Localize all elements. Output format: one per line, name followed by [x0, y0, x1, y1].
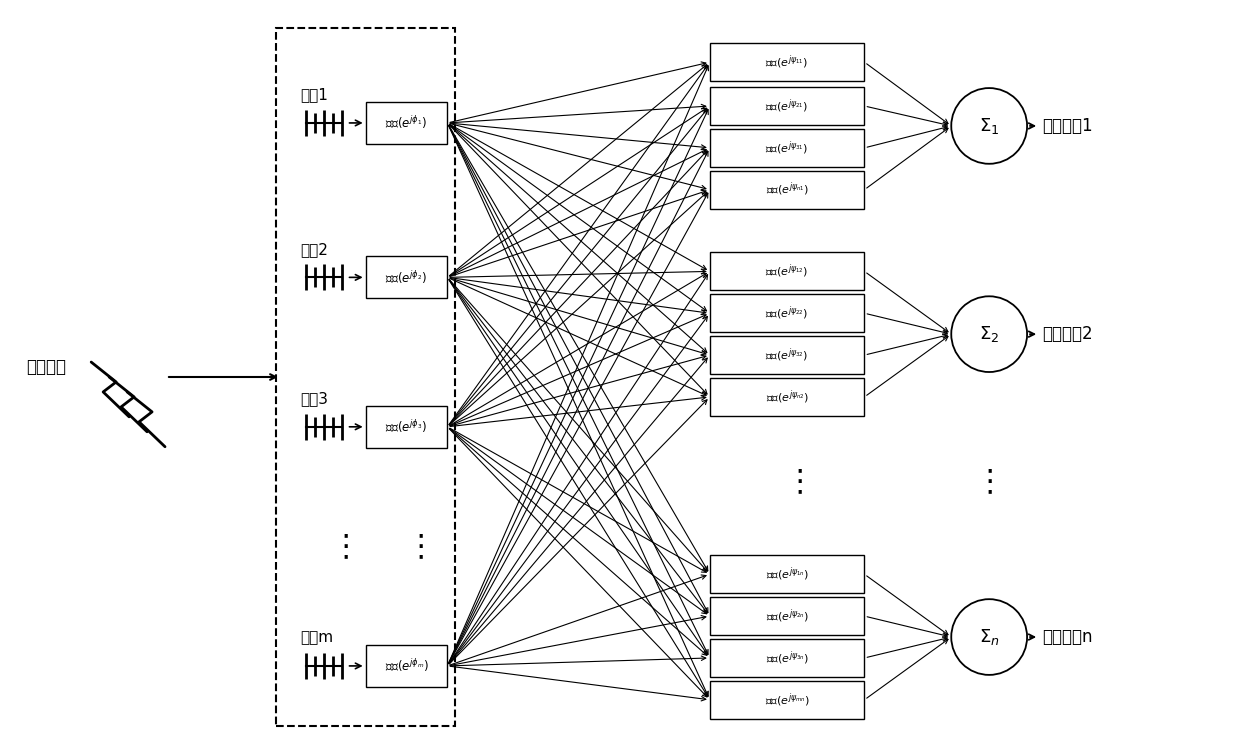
FancyBboxPatch shape	[709, 87, 864, 125]
Text: 移相$(e^{j\psi_{2n}})$: 移相$(e^{j\psi_{2n}})$	[765, 608, 808, 625]
FancyBboxPatch shape	[709, 639, 864, 677]
Text: 移相$(e^{j\psi_{n1}})$: 移相$(e^{j\psi_{n1}})$	[765, 181, 808, 199]
FancyBboxPatch shape	[709, 253, 864, 290]
FancyBboxPatch shape	[366, 645, 448, 687]
Text: 天线3: 天线3	[301, 391, 329, 406]
FancyBboxPatch shape	[709, 294, 864, 332]
Text: ⋮: ⋮	[330, 532, 361, 561]
Text: ⋮: ⋮	[405, 532, 435, 561]
FancyBboxPatch shape	[709, 555, 864, 593]
FancyBboxPatch shape	[709, 171, 864, 208]
Text: ⋮: ⋮	[785, 467, 815, 496]
FancyBboxPatch shape	[709, 597, 864, 635]
Text: 移相$(e^{j\psi_{1n}})$: 移相$(e^{j\psi_{1n}})$	[765, 566, 808, 583]
Text: 天线2: 天线2	[301, 242, 329, 257]
Text: 移相$(e^{j\psi_{mn}})$: 移相$(e^{j\psi_{mn}})$	[765, 691, 810, 708]
FancyBboxPatch shape	[709, 681, 864, 719]
Text: 移相$(e^{j\psi_{32}})$: 移相$(e^{j\psi_{32}})$	[765, 346, 808, 364]
FancyBboxPatch shape	[366, 256, 448, 299]
Text: $\Sigma_2$: $\Sigma_2$	[980, 324, 999, 344]
FancyBboxPatch shape	[709, 336, 864, 374]
Text: 移相$(e^{j\psi_{11}})$: 移相$(e^{j\psi_{11}})$	[765, 53, 808, 71]
FancyBboxPatch shape	[366, 102, 448, 144]
Text: 移相$(e^{j\psi_{21}})$: 移相$(e^{j\psi_{21}})$	[765, 97, 808, 115]
FancyBboxPatch shape	[709, 378, 864, 416]
Text: 天线m: 天线m	[301, 630, 334, 645]
Text: 移相$(e^{j\phi_2})$: 移相$(e^{j\phi_2})$	[386, 269, 428, 286]
FancyBboxPatch shape	[366, 406, 448, 447]
Text: $\Sigma_1$: $\Sigma_1$	[978, 116, 999, 136]
Text: 移相$(e^{j\phi_1})$: 移相$(e^{j\phi_1})$	[386, 114, 428, 132]
Text: 移相$(e^{j\psi_{n2}})$: 移相$(e^{j\psi_{n2}})$	[765, 388, 808, 406]
Text: 合成信号1: 合成信号1	[1042, 117, 1092, 135]
Text: 移相$(e^{j\psi_{3n}})$: 移相$(e^{j\psi_{3n}})$	[765, 649, 808, 667]
Text: 移相$(e^{j\phi_m})$: 移相$(e^{j\phi_m})$	[384, 657, 429, 675]
Text: 天线1: 天线1	[301, 87, 329, 102]
FancyBboxPatch shape	[709, 129, 864, 167]
Text: 移相$(e^{j\phi_3})$: 移相$(e^{j\phi_3})$	[386, 418, 428, 435]
Text: 合成信号2: 合成信号2	[1042, 325, 1092, 343]
Text: $\Sigma_n$: $\Sigma_n$	[978, 627, 999, 647]
Text: 合成信号n: 合成信号n	[1042, 628, 1092, 646]
Text: 移相$(e^{j\psi_{12}})$: 移相$(e^{j\psi_{12}})$	[765, 262, 808, 280]
Text: ⋮: ⋮	[973, 467, 1004, 496]
FancyBboxPatch shape	[709, 43, 864, 81]
Text: 目标回波: 目标回波	[26, 358, 66, 376]
Text: 移相$(e^{j\psi_{22}})$: 移相$(e^{j\psi_{22}})$	[765, 305, 808, 322]
Text: 移相$(e^{j\psi_{31}})$: 移相$(e^{j\psi_{31}})$	[765, 139, 808, 156]
